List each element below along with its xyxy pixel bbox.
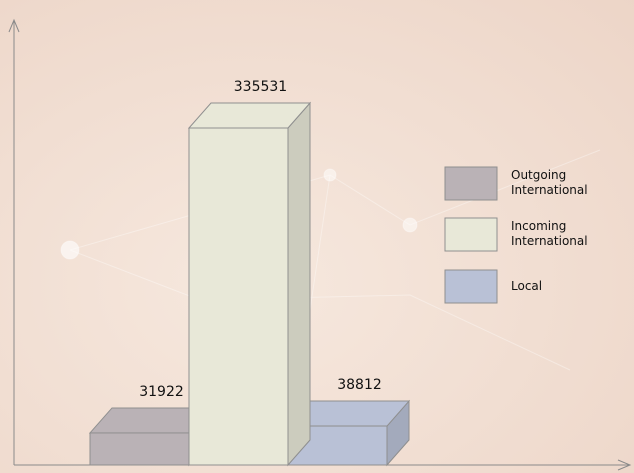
- legend-swatch: [444, 269, 498, 304]
- value-label: 335531: [234, 79, 287, 95]
- legend-label: Local: [511, 279, 542, 293]
- legend-label: Incoming International: [511, 219, 588, 248]
- value-label: 38812: [337, 377, 382, 393]
- bar-front: [89, 432, 190, 466]
- y-axis: [8, 18, 20, 465]
- legend-swatch: [444, 166, 498, 201]
- bar: [187, 101, 312, 467]
- bar: [88, 406, 213, 467]
- legend-swatch: [444, 217, 498, 252]
- bars: 31922 38812 335531: [88, 79, 411, 467]
- value-label: 31922: [139, 384, 184, 400]
- bar-front: [188, 127, 289, 466]
- legend-label: Outgoing International: [511, 168, 588, 197]
- legend: Outgoing International Incoming Internation…: [444, 166, 588, 304]
- bar-top: [187, 102, 312, 129]
- bar-side: [287, 101, 311, 467]
